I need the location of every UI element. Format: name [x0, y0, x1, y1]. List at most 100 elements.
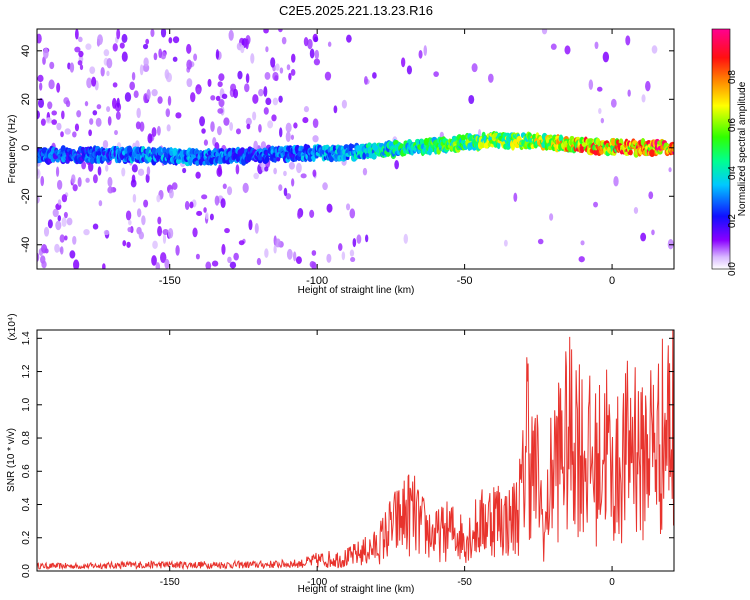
spectrogram-cell — [267, 120, 274, 129]
spectrogram-cell — [356, 234, 362, 244]
spectrogram-cell — [288, 161, 295, 170]
spectrogram-cell — [189, 201, 194, 209]
snr-x-label: Height of straight line (km) — [298, 584, 415, 595]
spectrogram-cell — [433, 71, 439, 78]
spectrogram-cell — [85, 43, 92, 50]
spectrogram-cell — [37, 33, 42, 44]
spectrogram-cell — [164, 258, 170, 269]
spectrogram-cell — [153, 52, 158, 61]
spectrogram-cell — [228, 29, 234, 41]
spectrogram-marks — [37, 29, 674, 269]
spectrogram-cell — [309, 261, 316, 268]
spectrogram-cell — [346, 34, 352, 43]
colorbar-gradient — [711, 28, 731, 270]
spectrogram-cell — [256, 257, 262, 266]
spectrogram-cell — [218, 99, 225, 108]
spectrogram-cell — [312, 118, 319, 129]
spectrogram-cell — [79, 64, 84, 71]
snr-y-tick-label: 0.8 — [21, 431, 32, 445]
spectrogram-cell — [57, 199, 62, 206]
spectrogram-cell — [488, 73, 494, 83]
spectrogram-cell — [238, 240, 245, 246]
spectrogram-cell — [167, 228, 174, 239]
spectrogram-cell — [253, 140, 259, 152]
spectrogram-cell — [90, 156, 95, 164]
spectrogram-cell — [85, 177, 90, 183]
spectrogram-cell — [303, 36, 309, 47]
spectrogram-cell — [278, 95, 283, 103]
spectrogram-cell — [97, 34, 103, 46]
spectrogram-cell — [37, 110, 40, 120]
spectrogram-cell — [217, 81, 223, 88]
spectrogram-cell — [107, 186, 114, 194]
spectrogram-cell — [175, 112, 182, 119]
spectrogram-cell — [221, 243, 226, 255]
spectrogram-cell — [65, 100, 71, 108]
spectrogram-cell — [350, 257, 356, 263]
spectrogram-cell — [324, 71, 332, 81]
spectrogram-cell — [549, 213, 554, 221]
spectrogram-cell — [195, 160, 200, 166]
spectrogram-cell — [628, 149, 633, 156]
spectrogram-cell — [221, 93, 228, 100]
spectrogram-cell — [102, 139, 109, 149]
spectrogram-cell — [302, 116, 309, 124]
spectrogram-cell — [84, 101, 89, 107]
spectrogram-cell — [223, 117, 230, 126]
spectrogram-cell — [338, 243, 343, 251]
snr-x-tick-label: -100 — [307, 577, 327, 588]
colorbar-ticks: 0.0 0.2 0.4 0.6 0.8 — [727, 70, 738, 276]
spectrogram-cell — [182, 167, 187, 174]
snr-x-tick-label: 0 — [609, 577, 615, 588]
spectrogram-cell — [141, 215, 146, 226]
spectrogram-cell — [580, 240, 585, 246]
spectrogram-cell — [106, 57, 113, 69]
colorbar-tick-label: 0.2 — [727, 214, 738, 228]
spectrogram-cell — [40, 175, 45, 187]
spectrogram-cell — [600, 117, 605, 124]
spectrogram-cell — [105, 164, 109, 172]
spectrogram-cell — [83, 228, 90, 236]
spectrogram-cell — [184, 200, 190, 210]
spectrogram-cell — [211, 260, 219, 267]
spectrogram-cell — [285, 131, 291, 143]
spectrogram-cell — [279, 67, 284, 74]
spectrogram-cell — [229, 122, 234, 131]
spectrogram-cell — [61, 194, 68, 203]
spectrogram-cell — [309, 48, 315, 59]
spectrogram-cell — [222, 183, 227, 190]
spectrogram-cell — [59, 246, 64, 255]
spectrogram-cell — [460, 134, 466, 142]
spectrogram-cell — [264, 71, 271, 80]
spectrogram-cell — [314, 49, 320, 60]
snr-y-tick-label: 0.2 — [21, 530, 32, 544]
spectrogram-cell — [242, 182, 249, 194]
spectrogram-cell — [45, 117, 52, 124]
spectrogram-cell — [288, 72, 292, 81]
spectrogram-cell — [186, 59, 193, 70]
spectrogram-cell — [100, 66, 105, 77]
spectrogram-cell — [130, 179, 137, 188]
spectrogram-cell — [128, 219, 132, 226]
snr-y-label: SNR (10 * v/v) — [6, 428, 17, 492]
spectrogram-cell — [119, 42, 125, 49]
spectrogram-cell — [55, 158, 60, 163]
spectrogram-cell — [129, 81, 136, 91]
spectrogram-cell — [157, 216, 162, 225]
spectrogram-cell — [160, 252, 167, 264]
snr-y-tick-label: 0.6 — [21, 464, 32, 478]
spectrogram-cell — [186, 78, 193, 88]
spectrogram-cell — [192, 227, 198, 238]
spectrogram-cell — [127, 226, 132, 233]
spectrogram-cell — [598, 107, 602, 114]
spectrogram-cell — [167, 95, 172, 106]
spectrogram-cell — [207, 78, 212, 87]
spectrogram-cell — [273, 245, 277, 254]
spectrogram-cell — [625, 35, 631, 46]
spectrogram-cell — [41, 243, 48, 254]
spectrogram-cell — [131, 164, 138, 173]
spectrogram-cell — [51, 110, 57, 116]
spectrogram-cell — [121, 51, 128, 62]
spectrogram-cell — [244, 83, 250, 93]
spectrogram-cell — [172, 36, 180, 44]
